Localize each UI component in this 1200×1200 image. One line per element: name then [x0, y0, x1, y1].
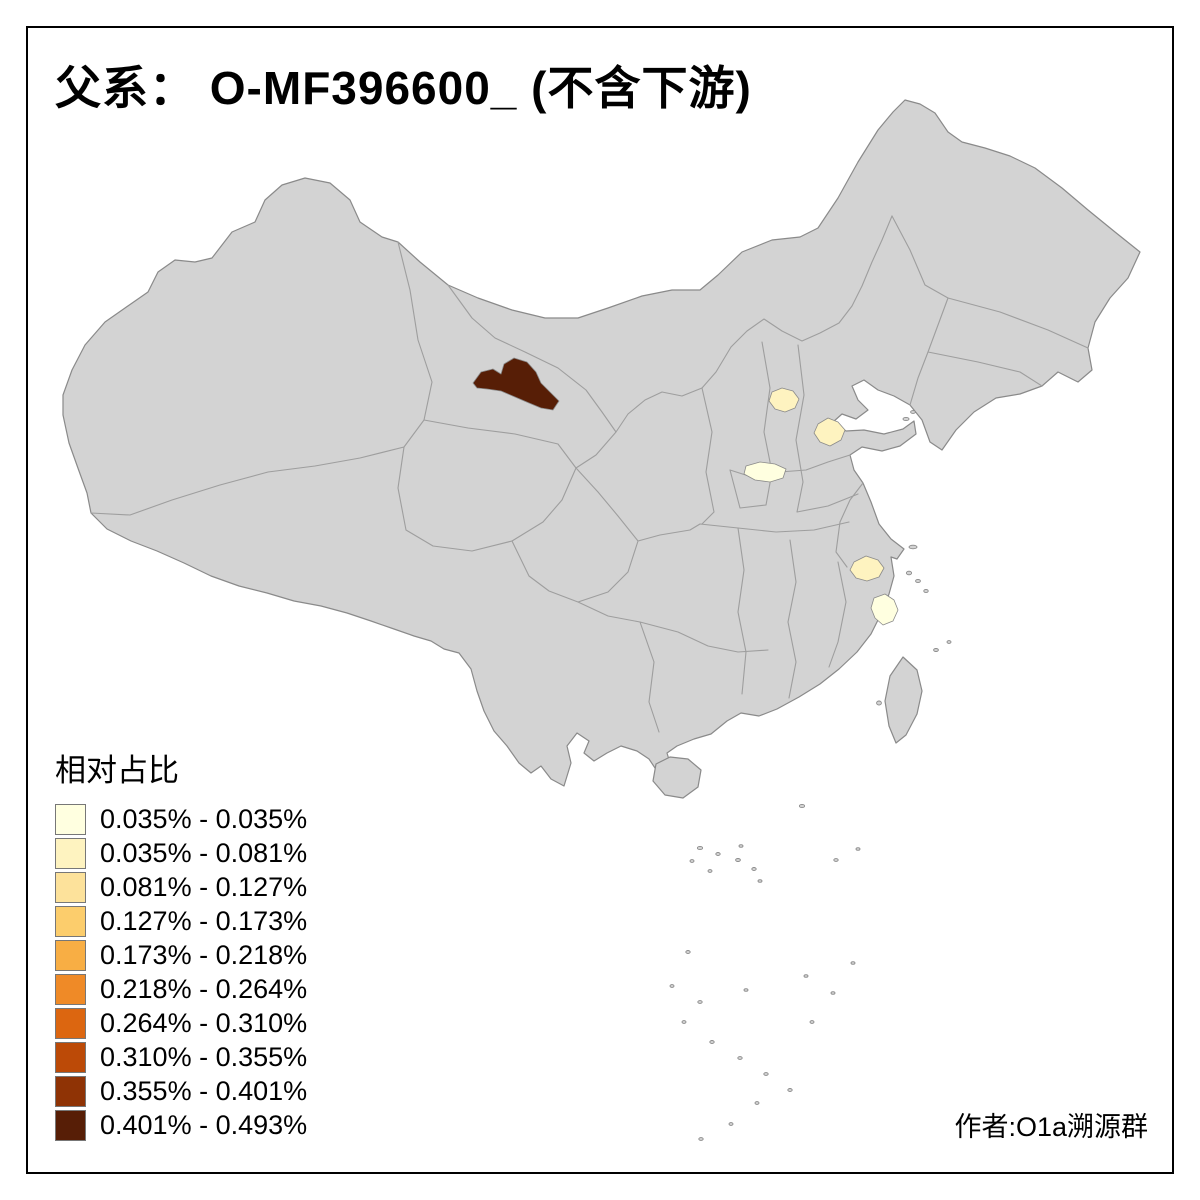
highlight-region-henan	[743, 461, 787, 483]
legend-label: 0.127% - 0.173%	[100, 906, 308, 936]
legend-row: 0.310% - 0.355%	[55, 1042, 307, 1073]
islet	[754, 1101, 760, 1105]
islet	[715, 852, 721, 856]
legend-swatch	[55, 1008, 86, 1039]
legend-swatch	[55, 940, 86, 971]
islet	[908, 544, 918, 550]
legend-row: 0.035% - 0.081%	[55, 838, 307, 869]
islet	[915, 578, 921, 584]
highlight-region-hebei	[768, 387, 800, 413]
author-credit: 作者:O1a溯源群	[954, 1112, 1148, 1142]
islet	[923, 588, 929, 594]
border-line-central-east	[699, 482, 864, 568]
islet	[855, 847, 861, 851]
islet	[763, 1072, 769, 1076]
islet	[737, 1056, 743, 1060]
legend-label: 0.218% - 0.264%	[100, 974, 308, 1004]
islands	[652, 656, 923, 799]
islet	[946, 640, 952, 644]
legend-swatch	[55, 838, 86, 869]
legend-label: 0.173% - 0.218%	[100, 940, 308, 970]
islet	[728, 1122, 734, 1126]
legend-row: 0.264% - 0.310%	[55, 1008, 307, 1039]
legend-entries: 0.035% - 0.035% 0.035% - 0.081% 0.081% -…	[55, 804, 307, 1141]
islet	[850, 961, 856, 965]
taiwan-island-shape	[884, 656, 923, 744]
islet	[809, 1020, 815, 1024]
islet	[933, 648, 939, 652]
islet	[681, 1020, 687, 1024]
hainan-island-shape	[652, 756, 702, 799]
islet	[707, 869, 713, 873]
islet	[803, 974, 809, 978]
legend-swatch	[55, 974, 86, 1005]
islet	[689, 859, 695, 863]
islet	[735, 858, 741, 862]
islet	[833, 858, 839, 862]
province-borders	[90, 215, 1089, 733]
legend-label: 0.401% - 0.493%	[100, 1110, 308, 1140]
islet	[743, 988, 749, 992]
islet	[697, 1000, 703, 1004]
legend-title: 相对占比	[55, 753, 179, 788]
legend-label: 0.035% - 0.081%	[100, 838, 308, 868]
border-line-southwest	[511, 467, 701, 603]
legend-row: 0.218% - 0.264%	[55, 974, 307, 1005]
mainland-china-shape	[62, 99, 1141, 787]
legend-row: 0.173% - 0.218%	[55, 940, 307, 971]
islet	[905, 570, 913, 576]
islet	[738, 844, 744, 848]
islet	[696, 845, 704, 851]
legend-swatch	[55, 1042, 86, 1073]
islet	[876, 700, 882, 706]
highlight-region-west-shandong	[813, 417, 846, 447]
legend-row: 0.035% - 0.035%	[55, 804, 307, 835]
legend-row: 0.401% - 0.493%	[55, 1110, 307, 1141]
highlight-region-hexi-corridor	[472, 357, 560, 411]
legend-swatch	[55, 872, 86, 903]
legend-swatch	[55, 1076, 86, 1107]
legend-label: 0.081% - 0.127%	[100, 872, 308, 902]
islet	[685, 950, 691, 954]
legend-swatch	[55, 1110, 86, 1141]
legend-label: 0.264% - 0.310%	[100, 1008, 308, 1038]
legend-row: 0.127% - 0.173%	[55, 906, 307, 937]
islet	[902, 416, 910, 422]
legend-label: 0.035% - 0.035%	[100, 804, 308, 834]
map-title: 父系： O-MF396600_ (不含下游)	[55, 62, 752, 114]
islet	[787, 1088, 793, 1092]
border-line-west	[90, 241, 577, 552]
islet	[669, 984, 675, 988]
islet	[709, 1040, 715, 1044]
highlight-region-coastal-zhejiang	[870, 593, 899, 626]
legend-swatch	[55, 804, 86, 835]
islet	[798, 803, 806, 809]
legend-row: 0.355% - 0.401%	[55, 1076, 307, 1107]
border-line-north-china	[701, 341, 859, 525]
south-china-sea-islets	[669, 410, 952, 1141]
highlight-region-north-zhejiang	[849, 555, 885, 582]
islet	[751, 867, 757, 871]
legend-label: 0.310% - 0.355%	[100, 1042, 308, 1072]
legend-swatch	[55, 906, 86, 937]
border-line-south	[577, 527, 847, 733]
legend-row: 0.081% - 0.127%	[55, 872, 307, 903]
legend: 相对占比 0.035% - 0.035% 0.035% - 0.081% 0.0…	[55, 745, 307, 1144]
islet	[910, 410, 916, 414]
highlighted-prefectures	[472, 357, 899, 626]
islet	[698, 1137, 704, 1141]
border-line-northeast	[891, 215, 1089, 406]
legend-label: 0.355% - 0.401%	[100, 1076, 308, 1106]
islet	[757, 879, 763, 883]
islet	[830, 991, 836, 995]
border-line-north-center	[447, 215, 893, 469]
